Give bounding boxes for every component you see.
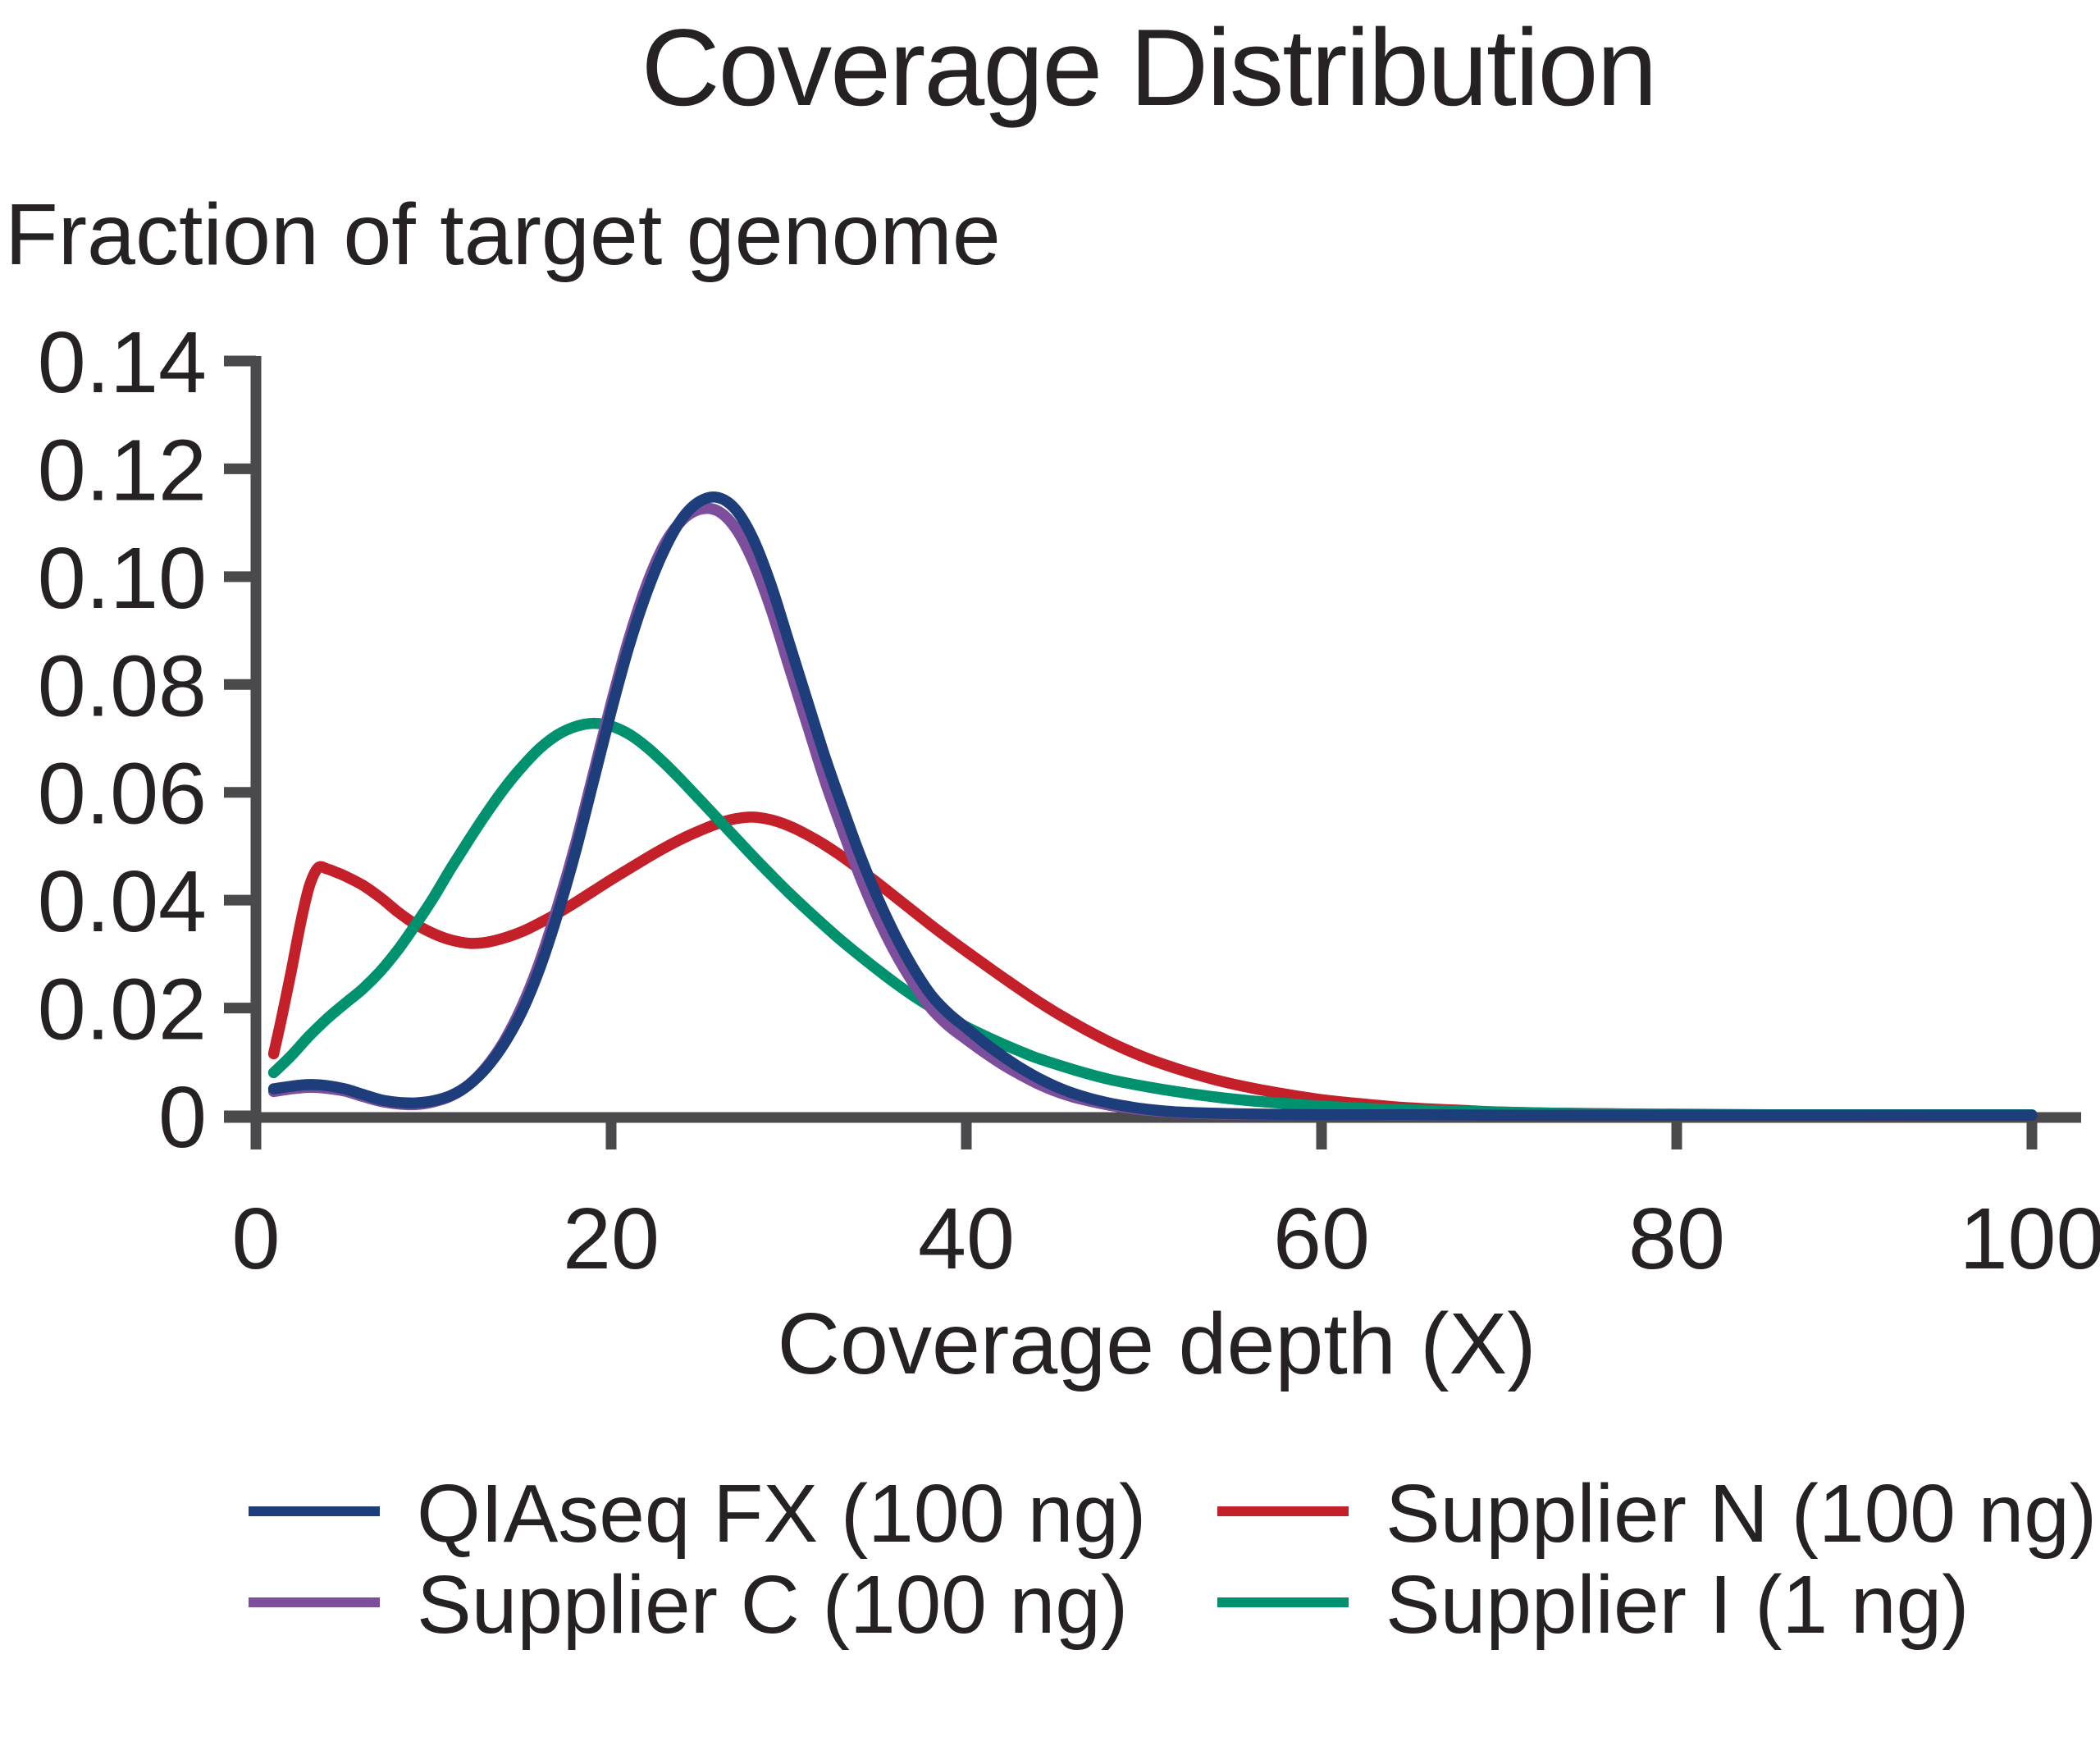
x-tick-label: 40 [918,1190,1015,1287]
y-tick-label: 0.12 [38,422,207,519]
legend-label: QIAseq FX (100 ng) [417,1468,1146,1560]
axes: 0 0.02 0.04 0.06 0.08 0.10 0.12 0.14 0 20 40 60 80 10… [38,314,2100,1287]
x-tick-label: 20 [563,1190,660,1287]
legend-entry: Supplier C (100 ng) [249,1559,1128,1651]
legend-label: Supplier I (1 ng) [1386,1559,1969,1651]
series-line-qiaseq-fx-100-ng [267,491,2038,1122]
y-tick-label: 0.04 [38,853,207,950]
legend-label: Supplier N (100 ng) [1386,1468,2097,1560]
legend: QIAseq FX (100 ng) Supplier N (100 ng)Sup… [249,1468,2097,1651]
legend-entry: Supplier N (100 ng) [1217,1468,2097,1560]
x-tick-label: 80 [1628,1190,1725,1287]
y-tick-label: 0.06 [38,746,207,843]
y-tick-label: 0.10 [38,530,207,627]
x-axis-title: Coverage depth (X) [777,1296,1536,1392]
x-tick-label: 0 [232,1190,281,1287]
legend-entry: Supplier I (1 ng) [1217,1559,1969,1651]
y-tick-label: 0.02 [38,962,207,1058]
y-tick-label: 0.08 [38,638,207,734]
legend-label: Supplier C (100 ng) [417,1559,1128,1651]
series-line-supplier-c-100-ng [267,502,2038,1122]
plot-series [267,491,2038,1122]
x-tick-label: 100 [1960,1190,2100,1287]
y-axis-title: Fraction of target genome [5,186,1001,283]
chart-title: Coverage Distribution [641,7,1656,129]
y-tick-label: 0.14 [38,314,207,411]
legend-entry: QIAseq FX (100 ng) [249,1468,1146,1560]
x-tick-label: 60 [1273,1190,1370,1287]
series-line-supplier-i-1-ng [267,717,2038,1121]
y-tick-label: 0 [158,1069,207,1166]
